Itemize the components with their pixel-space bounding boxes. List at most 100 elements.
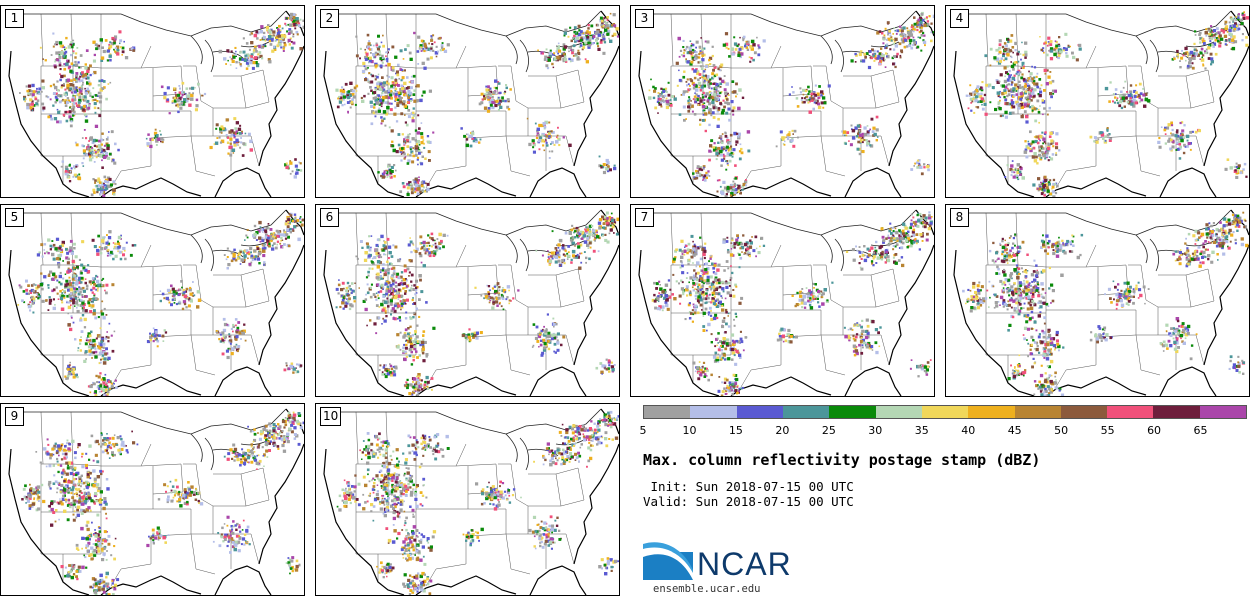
- echo-cell: [415, 85, 417, 88]
- echo-cell: [716, 97, 720, 101]
- echo-cell: [70, 316, 73, 319]
- echo-cell: [707, 82, 711, 86]
- echo-cell: [407, 140, 409, 143]
- echo-cell: [813, 101, 816, 104]
- echo-cell: [27, 92, 30, 95]
- echo-cell: [259, 30, 263, 34]
- echo-cell: [235, 338, 238, 341]
- echo-cell: [62, 260, 64, 262]
- echo-cell: [744, 43, 747, 46]
- echo-cell: [25, 98, 27, 100]
- echo-cell: [996, 80, 1000, 84]
- echo-cell: [1007, 40, 1010, 44]
- echo-cell: [1028, 106, 1032, 109]
- echo-cell: [395, 72, 397, 75]
- echo-cell: [1034, 139, 1038, 144]
- echo-cell: [70, 53, 73, 57]
- echo-cell: [752, 43, 756, 47]
- echo-cell: [362, 61, 366, 65]
- echo-cell: [73, 272, 76, 275]
- echo-cell: [113, 382, 115, 385]
- echo-cell: [56, 292, 59, 295]
- echo-cell: [412, 107, 415, 110]
- echo-cell: [103, 86, 106, 89]
- echo-cell: [295, 30, 299, 34]
- echo-cell: [715, 73, 719, 77]
- echo-cell: [1007, 83, 1010, 86]
- echo-cell: [117, 235, 122, 240]
- echo-cell: [997, 95, 1000, 98]
- echo-cell: [364, 55, 368, 59]
- echo-cell: [176, 289, 178, 292]
- echo-cell: [79, 75, 82, 78]
- echo-cell: [737, 53, 741, 57]
- echo-cell: [914, 26, 916, 29]
- echo-cell: [714, 96, 717, 99]
- echo-cell: [987, 85, 990, 88]
- echo-cell: [1182, 151, 1186, 155]
- echo-cell: [1169, 147, 1173, 151]
- echo-cell: [607, 169, 610, 173]
- echo-cell: [685, 58, 687, 60]
- echo-cell: [112, 180, 116, 184]
- echo-cell: [342, 95, 346, 99]
- echo-cell: [902, 40, 906, 43]
- echo-cell: [387, 165, 390, 168]
- echo-cell: [38, 92, 41, 95]
- echo-cell: [276, 27, 278, 29]
- echo-cell: [1177, 138, 1179, 140]
- echo-cell: [105, 97, 108, 101]
- echo-cell: [708, 123, 711, 127]
- echo-cell: [729, 142, 732, 145]
- echo-cell: [68, 65, 71, 69]
- echo-cell: [423, 49, 426, 53]
- echo-cell: [1099, 131, 1103, 135]
- echo-cell: [242, 329, 246, 333]
- echo-cell: [102, 80, 106, 83]
- echo-cell: [26, 102, 30, 107]
- echo-cell: [222, 334, 225, 337]
- echo-cell: [379, 98, 383, 103]
- echo-cell: [977, 92, 980, 96]
- echo-cell: [69, 301, 72, 304]
- echo-cell: [999, 114, 1003, 118]
- echo-cell: [106, 393, 109, 396]
- echo-cell: [916, 28, 919, 32]
- echo-cell: [807, 101, 810, 104]
- echo-cell: [96, 289, 99, 292]
- echo-cell: [430, 38, 434, 42]
- echo-cell: [554, 57, 558, 61]
- echo-cell: [545, 133, 547, 136]
- echo-cell: [1193, 48, 1196, 51]
- echo-cell: [235, 329, 240, 333]
- echo-cell: [76, 104, 79, 107]
- echo-cell: [693, 69, 697, 73]
- echo-cell: [885, 47, 888, 49]
- echo-cell: [79, 66, 82, 69]
- echo-cell: [149, 137, 153, 141]
- echo-cell: [98, 79, 101, 83]
- echo-cell: [387, 62, 391, 67]
- echo-cell: [1016, 176, 1018, 179]
- echo-cell: [47, 96, 50, 99]
- echo-cell: [850, 124, 853, 127]
- echo-cell: [103, 384, 107, 389]
- echo-cell: [409, 133, 411, 135]
- echo-cell: [196, 290, 201, 294]
- echo-cell: [361, 69, 366, 74]
- echo-cell: [406, 186, 410, 190]
- echo-cell: [701, 105, 706, 109]
- echo-cell: [877, 136, 879, 138]
- echo-cell: [349, 100, 351, 103]
- echo-cell: [78, 88, 81, 91]
- echo-cell: [27, 84, 32, 88]
- echo-cell: [609, 168, 612, 172]
- echo-cell: [1224, 23, 1227, 26]
- ensemble-member-panel: 4: [945, 5, 1250, 198]
- echo-cell: [101, 388, 106, 392]
- echo-cell: [732, 148, 736, 152]
- echo-cell: [336, 105, 340, 109]
- echo-cell: [615, 27, 619, 31]
- echo-cell: [701, 58, 705, 62]
- echo-cell: [165, 296, 169, 301]
